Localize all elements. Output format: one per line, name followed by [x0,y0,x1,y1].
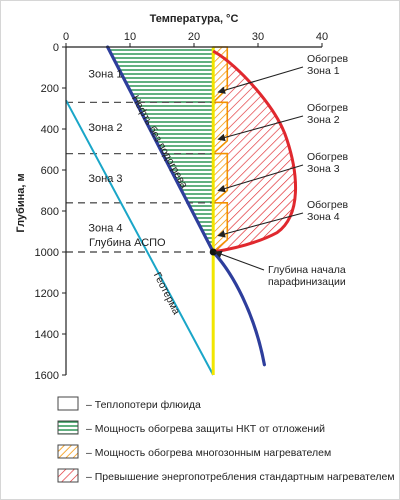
annotation-text: Обогрев [307,53,349,65]
zone-label: Зона 1 [88,69,122,81]
geotherm-line [65,99,215,376]
zone-label: Зона 3 [88,173,122,185]
y-tick-label: 200 [41,83,59,95]
annotation-text: Глубина начала [268,264,346,276]
annotation-arrow [217,212,304,238]
annotation-arrow [214,250,265,271]
legend: – Теплопотери флюида – Мощность обогрева … [57,396,395,483]
annotation-text: Обогрев [307,199,349,211]
annotation-arrow [217,115,304,142]
x-tick-label: 30 [252,31,264,43]
legend-swatch [57,420,79,435]
zone-label: Зона 2 [88,122,122,134]
x-axis-title: Температура, °C [150,13,239,25]
legend-label: – Мощность обогрева защиты НКТ от отложе… [86,423,325,435]
x-tick-label: 0 [63,31,69,43]
standard-heater-line [212,49,298,254]
annotation-text: Зона 3 [307,163,340,175]
y-tick-label: 1200 [35,288,59,300]
x-tick-label: 20 [188,31,200,43]
annotation-text: Зона 4 [307,211,340,223]
y-tick-label: 600 [41,165,59,177]
zone-lines [66,101,216,253]
legend-swatch [57,468,79,483]
annotation-text: Обогрев [307,102,349,114]
legend-swatch [57,444,79,459]
y-tick-label: 0 [53,42,59,54]
annotation-text: Зона 1 [307,65,340,77]
legend-label: – Мощность обогрева многозонным нагреват… [86,447,331,459]
legend-swatch [57,396,79,411]
y-tick-label: 1600 [35,370,59,382]
annotation-text: Обогрев [307,151,349,163]
red-hatch-region [213,51,296,252]
y-tick-label: 400 [41,124,59,136]
legend-label: – Теплопотери флюида [86,399,201,411]
zone-label: Зона 4 [88,222,122,234]
aspo-label: Глубина АСПО [89,237,166,249]
annotation-arrow [217,164,304,193]
y-tick-label: 1400 [35,329,59,341]
annotation-text: парафинизации [268,276,346,288]
y-tick-label: 800 [41,206,59,218]
y-tick-label: 1000 [35,247,59,259]
x-tick-label: 10 [124,31,136,43]
legend-label: – Превышение энергопотребления стандартн… [86,471,395,483]
y-axis-title: Глубина, м [15,173,27,232]
x-tick-label: 40 [316,31,328,43]
geotherm-curve-label: Геотерма [151,270,183,316]
annotation-text: Зона 2 [307,114,340,126]
axes: 0 10 20 30 4002004006008001000120014001600Те… [15,13,328,382]
annotation-arrow [217,66,304,94]
